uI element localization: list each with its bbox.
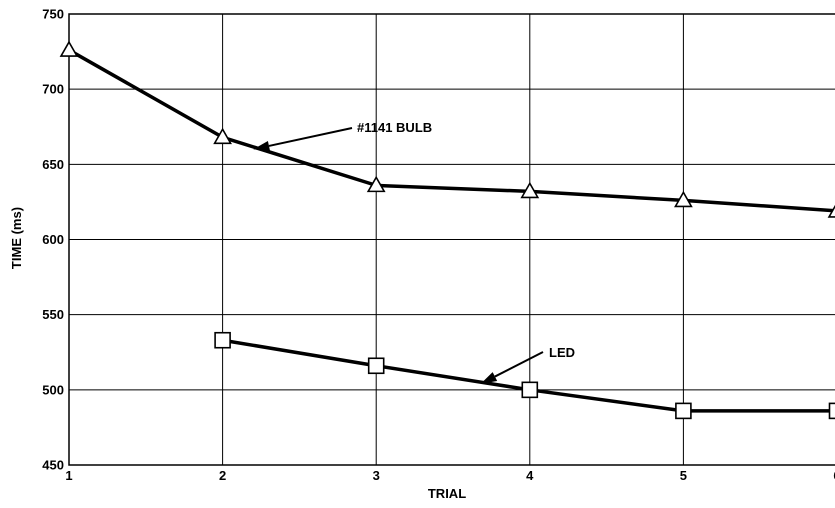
x-tick-label: 4 — [526, 468, 534, 483]
x-axis-title: TRIAL — [428, 486, 466, 501]
y-tick-label: 500 — [42, 382, 64, 397]
triangle-marker — [213, 127, 232, 145]
series-line-bulb — [68, 48, 835, 213]
triangle-marker — [827, 204, 835, 218]
plot-frame — [68, 13, 835, 466]
y-axis-ticks: 450 500 550 600 650 700 750 — [42, 7, 64, 473]
x-tick-label: 6 — [833, 468, 835, 483]
triangle-marker — [59, 40, 79, 57]
grid — [68, 13, 835, 466]
y-tick-label: 650 — [42, 157, 64, 172]
square-marker — [367, 357, 385, 375]
bulb-annotation-arrow — [253, 127, 353, 151]
y-tick-label: 700 — [42, 82, 64, 97]
series-line-led — [222, 338, 835, 413]
led-annotation-arrow — [480, 351, 544, 384]
bulb-annotation-label: #1141 BULB — [357, 120, 432, 135]
triangle-marker — [674, 190, 693, 208]
x-axis-ticks: 1 2 3 4 5 6 — [65, 468, 835, 483]
square-marker — [828, 402, 835, 420]
y-tick-label: 600 — [42, 232, 64, 247]
annotations: #1141 BULB LED — [253, 120, 575, 384]
square-marker — [521, 381, 539, 399]
series — [59, 40, 835, 420]
square-marker — [214, 331, 231, 349]
x-tick-label: 2 — [219, 468, 226, 483]
y-axis-title: TIME (ms) — [9, 207, 24, 269]
y-tick-label: 450 — [42, 458, 64, 473]
triangle-marker — [366, 175, 386, 193]
square-marker — [675, 402, 692, 420]
led-annotation-label: LED — [549, 345, 575, 360]
x-tick-label: 5 — [680, 468, 687, 483]
x-tick-label: 3 — [373, 468, 380, 483]
x-tick-label: 1 — [65, 468, 72, 483]
triangle-marker — [520, 181, 540, 199]
y-tick-label: 750 — [42, 7, 64, 22]
y-tick-label: 550 — [42, 307, 64, 322]
